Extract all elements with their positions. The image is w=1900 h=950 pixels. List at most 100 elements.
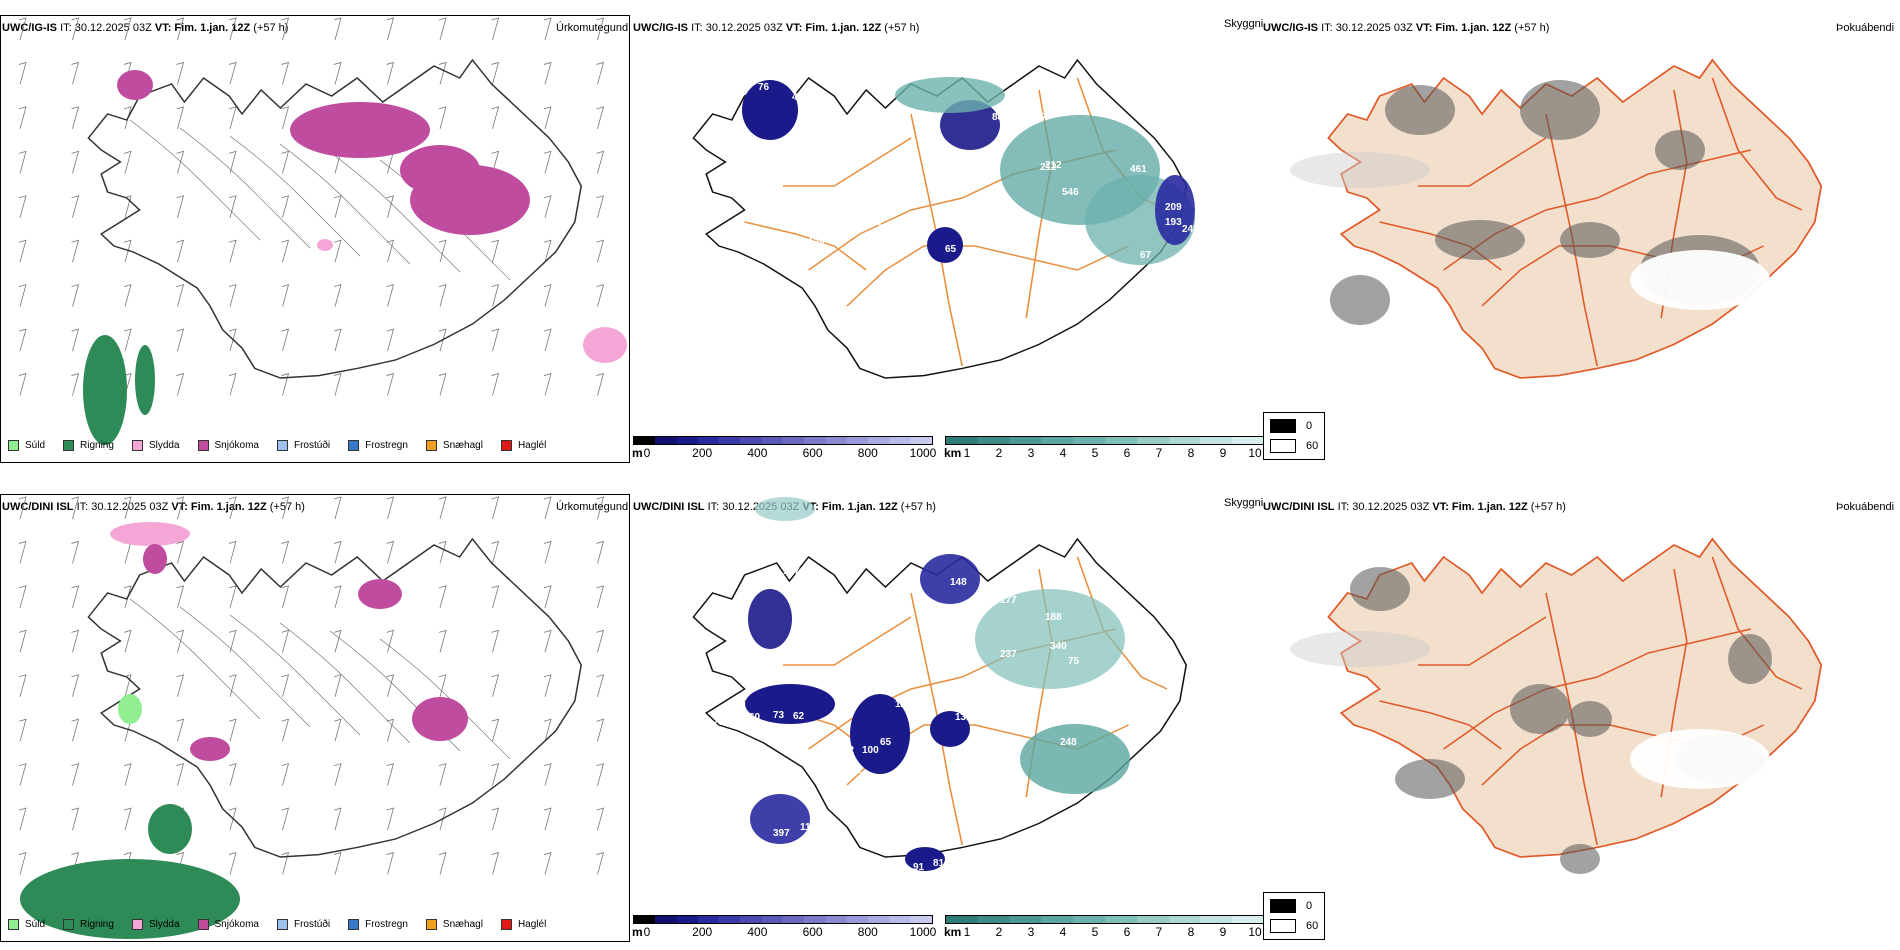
precip-area-rain [135,345,155,415]
wind-barb [71,61,80,85]
wind-barb [176,239,185,263]
wind-barb [71,195,80,218]
low-ceiling-area [930,711,970,747]
road-line [1417,616,1547,666]
visibility-value-label: 193 [1165,217,1182,228]
wind-barb [438,629,447,653]
wind-barb [71,807,80,831]
wind-barb [176,106,185,129]
wind-barb [491,851,500,875]
fog-index-area [1655,130,1705,170]
legend-label: Frostregn [365,919,408,930]
legend-swatch [425,440,437,451]
colorbar-tick-label: 200 [692,925,713,939]
low-ceiling-area [750,794,810,844]
wind-barb [71,763,80,786]
visibility-value-label: 209 [1165,202,1182,213]
colorbar-tick-label: 0 [643,925,651,939]
visibility-value-label: 188 [1045,612,1062,623]
visibility-value-label: 461 [1130,164,1147,175]
visibility-value-label: 48 [792,92,804,103]
wind-barb [438,851,447,875]
legend-swatch [63,440,75,451]
wind-barb [176,585,185,608]
colorbar-cell [1232,916,1264,923]
terrain-line [279,622,411,744]
wind-barb [123,763,132,786]
wind-barb [18,106,27,129]
visibility-value-label: 127 [783,566,800,577]
wind-barb [333,284,342,307]
fog-index-area [1728,634,1772,684]
wind-barb [333,328,342,352]
colorbar-cell [1009,437,1042,444]
colorbar-cell [846,437,869,444]
precip-legend-item: Frostúði [276,440,330,451]
wind-barb [543,150,552,174]
wind-barb [543,284,552,307]
wind-barb [281,284,290,307]
wind-barb [491,807,500,831]
wind-barb [438,585,447,608]
wind-barb [281,540,290,564]
wind-barb [228,239,237,263]
wind-barb [176,195,185,218]
terrain-lines [129,119,511,281]
visibility-value-label: 202 [1000,127,1017,138]
fog-legend-item: 60 [1270,919,1318,933]
wind-barb [176,284,185,307]
colorbar-tick-label: 400 [747,446,768,460]
colorbar-cell [889,916,911,923]
wind-barb [71,629,80,653]
wind-barb [281,195,290,218]
colorbar-cell [719,437,741,444]
colorbar-cell [868,916,890,923]
wind-barb [18,807,27,831]
wind-barb [438,284,447,307]
wind-barb [71,585,80,608]
wind-barb [386,372,395,396]
visibility-value-label: 75 [1068,656,1080,667]
precip-legend-item: Frostregn [348,919,408,930]
legend-swatch [500,919,512,930]
precip-area-snow [290,102,430,158]
precip-area-rain [83,335,127,445]
visibility-value-label: 546 [1062,187,1079,198]
precip-area-sleet [583,327,627,363]
precip-area-snow [117,70,153,100]
colorbar-cell [740,437,762,444]
precip-legend-item: Slydda [131,440,180,451]
wind-barb [281,372,290,396]
wind-barb [596,540,605,564]
wind-barb [386,496,395,520]
wind-barb [18,763,27,786]
wind-barb [123,328,132,352]
wind-barb [176,17,185,41]
terrain-line [229,614,361,736]
wind-barb [176,496,185,520]
wind-barb [386,629,395,653]
glacier-area [1630,250,1770,310]
wind-barb [228,372,237,396]
wind-barb [18,239,27,263]
legend-label: Slydda [148,440,180,451]
visibility-value-label: 340 [1050,641,1067,652]
colorbar-unit: m [632,446,643,460]
colorbar-tick-label: 6 [1123,925,1131,939]
colorbar-cell [1104,916,1137,923]
terrain-line [279,143,411,265]
legend-swatch [348,440,360,451]
wind-barb [176,372,185,396]
low-ceiling-area [748,589,792,649]
visibility-value-label: 62 [793,711,805,722]
colorbar-cell [676,916,698,923]
colorbar-tick-label: 6 [1123,446,1131,460]
legend-swatch [131,919,143,930]
wind-barb [18,540,27,564]
fog-index-area [1560,844,1600,874]
wind-barb [386,195,395,218]
colorbar-cell [719,916,741,923]
legend-swatch [63,919,75,930]
wind-barb [176,763,185,786]
